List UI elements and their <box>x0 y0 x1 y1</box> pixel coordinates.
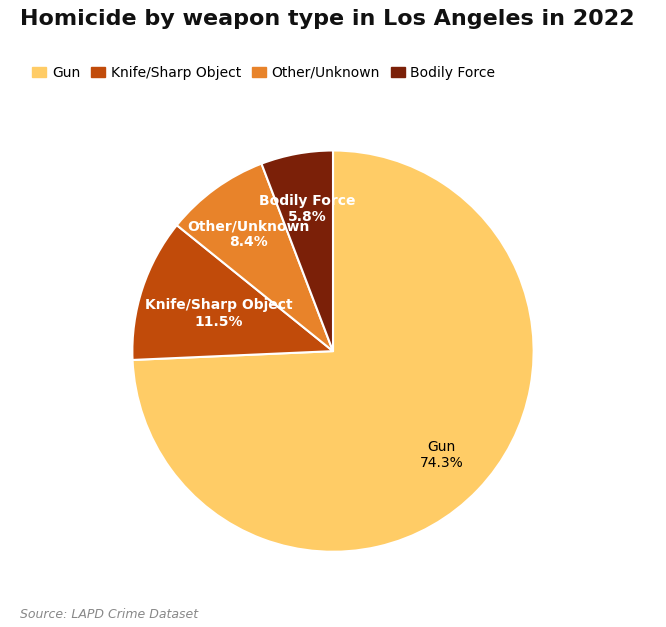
Wedge shape <box>262 150 333 351</box>
Text: Source: LAPD Crime Dataset: Source: LAPD Crime Dataset <box>20 608 198 621</box>
Wedge shape <box>176 164 333 351</box>
Text: Knife/Sharp Object
11.5%: Knife/Sharp Object 11.5% <box>145 298 292 329</box>
Legend: Gun, Knife/Sharp Object, Other/Unknown, Bodily Force: Gun, Knife/Sharp Object, Other/Unknown, … <box>27 60 501 85</box>
Wedge shape <box>133 225 333 360</box>
Text: Other/Unknown
8.4%: Other/Unknown 8.4% <box>187 219 309 250</box>
Text: Homicide by weapon type in Los Angeles in 2022: Homicide by weapon type in Los Angeles i… <box>20 9 635 29</box>
Text: Gun
74.3%: Gun 74.3% <box>420 440 464 470</box>
Text: Bodily Force
5.8%: Bodily Force 5.8% <box>258 194 355 224</box>
Wedge shape <box>133 150 533 552</box>
